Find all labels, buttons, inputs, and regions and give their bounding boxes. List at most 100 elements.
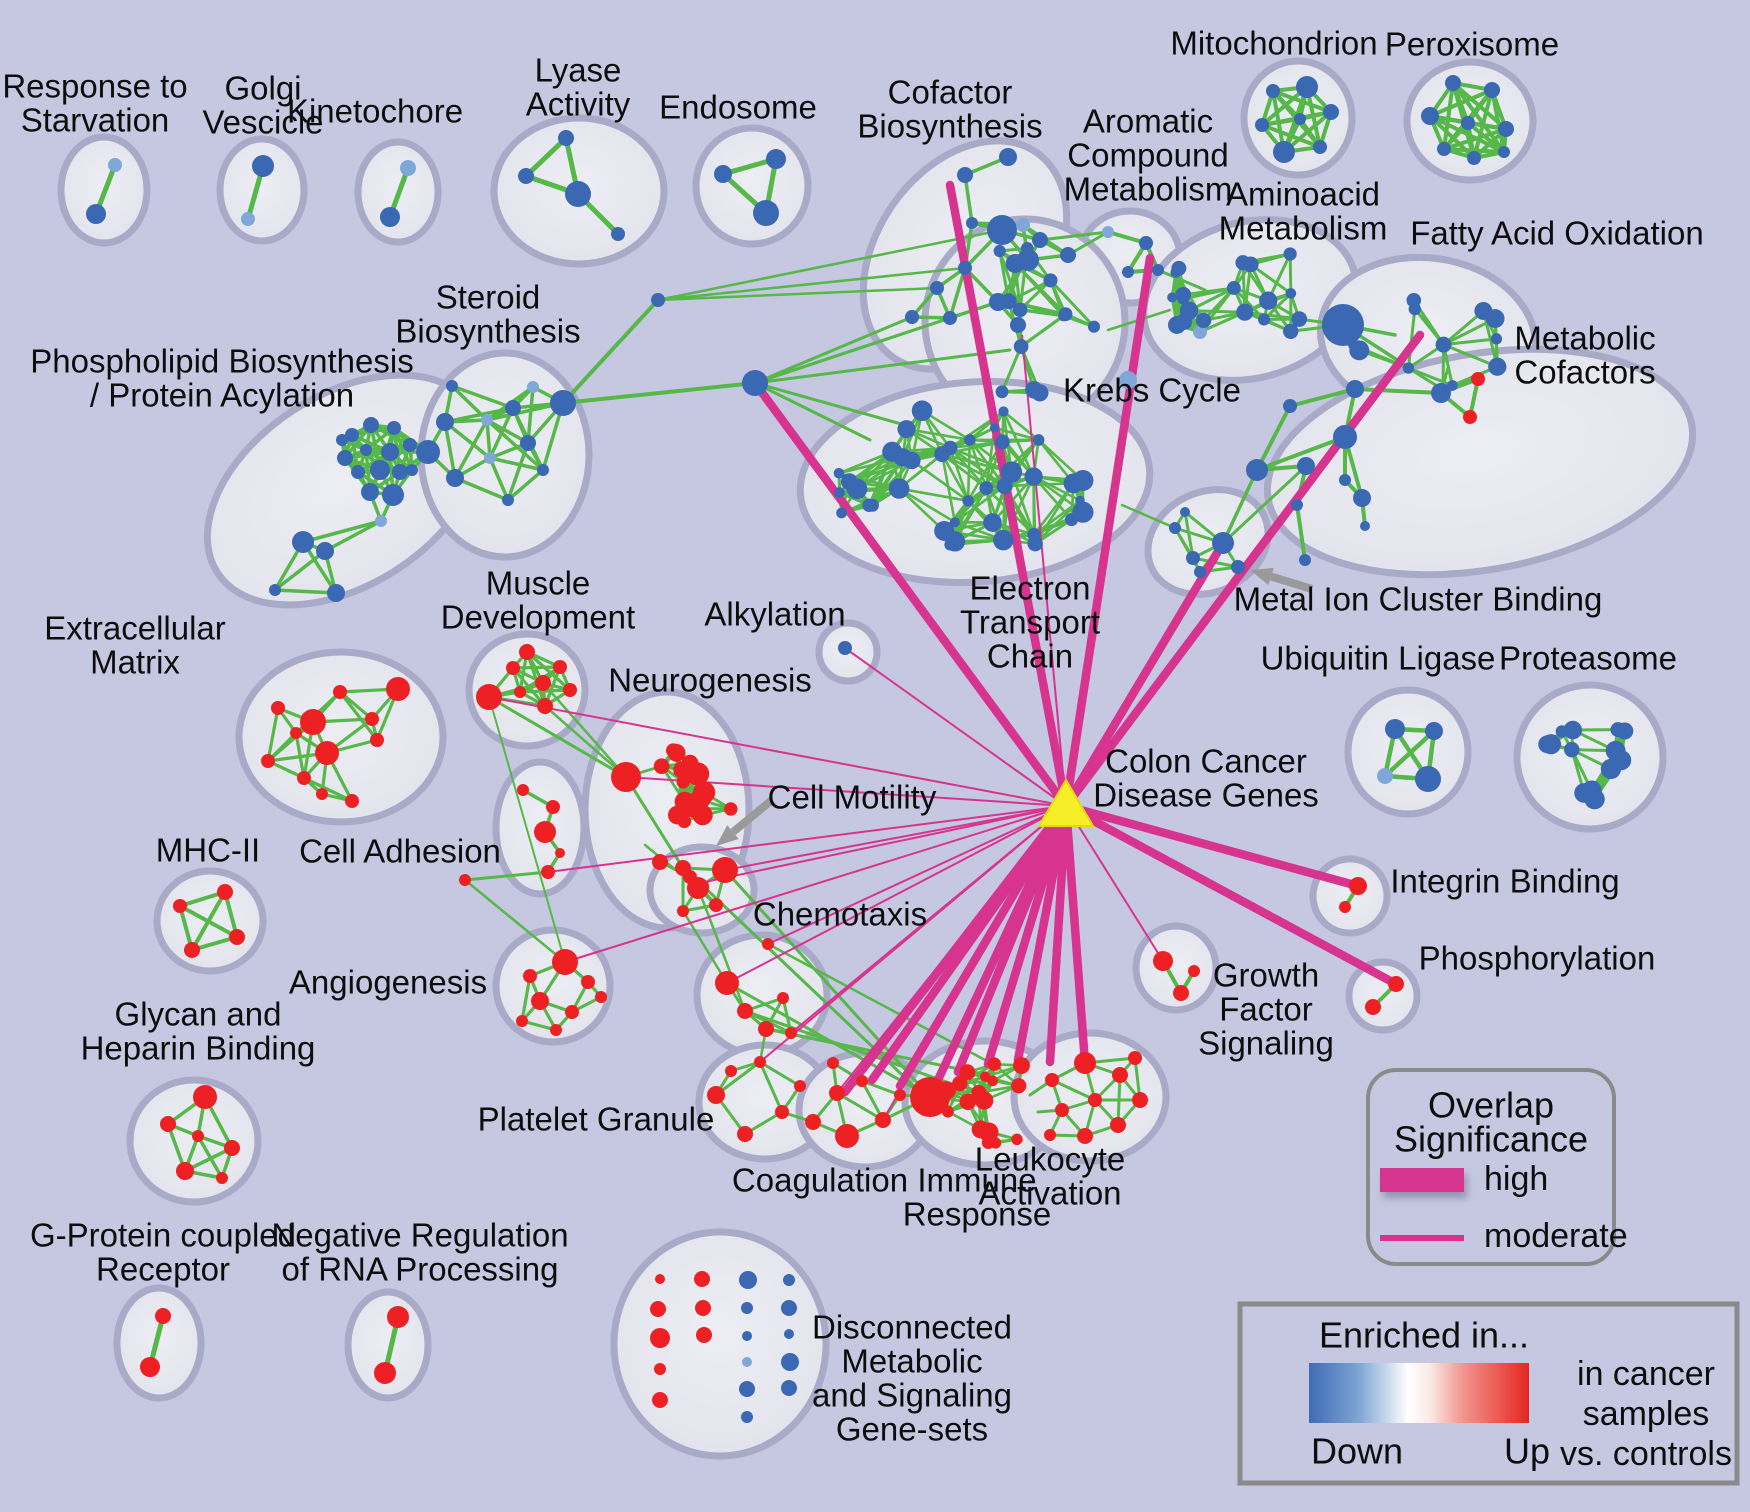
- gene-set-node-chemotaxis: [715, 971, 739, 995]
- enriched-legend-side-label: in cancer: [1577, 1355, 1715, 1393]
- gene-set-node-immune-response: [987, 1076, 998, 1087]
- response-to-starvation-label: Response to: [2, 68, 187, 105]
- gene-set-node-fatty-acid-oxidation: [1436, 337, 1452, 353]
- gene-set-node-growth-factor-signaling: [1173, 985, 1189, 1001]
- gene-set-node-leukocyte-activation: [1110, 1117, 1126, 1133]
- gene-set-node-steroid-biosynthesis: [527, 381, 539, 393]
- overlap-edge-high: [1066, 806, 1358, 886]
- glycan-heparin-binding-label: Glycan and: [115, 996, 282, 1033]
- aromatic-compound-metabolism-label: Metabolism: [1064, 171, 1233, 208]
- growth-factor-signaling-label: Growth: [1213, 957, 1319, 994]
- enriched-legend-side-label: samples: [1583, 1395, 1710, 1433]
- gene-set-node-neurogenesis: [611, 762, 641, 792]
- gene-set-node-electron-transport-chain: [847, 478, 868, 499]
- muscle-development-label: Development: [441, 599, 635, 636]
- g-protein-coupled-receptor-label: G-Protein coupled: [30, 1217, 296, 1254]
- gene-set-node-response-to-starvation: [108, 158, 122, 172]
- gene-set-node-ubiquitin-ligase: [1377, 768, 1393, 784]
- gene-set-node-mitochondrion: [1296, 76, 1318, 98]
- gene-set-node-muscle-development: [553, 660, 567, 674]
- gene-set-node-aminoacid-metabolism: [1235, 255, 1250, 270]
- gene-set-node-disconnected-gene-sets: [742, 1331, 752, 1341]
- gene-set-node-mitochondrion: [1323, 104, 1339, 120]
- gene-set-node-negative-regulation-rna-processing: [374, 1362, 396, 1384]
- steroid-biosynthesis-label: Biosynthesis: [395, 313, 580, 350]
- gene-set-node-proteasome: [1564, 742, 1579, 757]
- gene-set-node-phospholipid-biosynthesis: [375, 515, 387, 527]
- gene-set-node-leukocyte-activation: [1074, 1052, 1096, 1074]
- gene-set-node-leukocyte-activation: [1044, 1129, 1056, 1141]
- gene-set-node-metabolic-cofactors: [1339, 474, 1351, 486]
- gene-set-node-angiogenesis: [581, 975, 595, 989]
- gene-set-node-lyase-activity: [565, 181, 591, 207]
- colon-cancer-disease-genes-hub-label: Colon Cancer: [1105, 743, 1307, 780]
- extracellular-matrix-label: Matrix: [90, 644, 180, 681]
- gene-set-node-aromatic-compound-metabolism: [1139, 236, 1153, 250]
- overlap-legend-high-label: high: [1484, 1160, 1548, 1198]
- gene-set-node-metal-ion-cluster-binding: [1194, 566, 1206, 578]
- gene-set-node-cofactor-biosynthesis: [943, 311, 957, 325]
- gene-set-node-aminoacid-metabolism: [1284, 247, 1297, 260]
- gene-set-node-fatty-acid-oxidation: [1349, 340, 1369, 360]
- gene-set-node-metabolic-cofactors: [1431, 383, 1451, 403]
- coagulation-label: Coagulation: [732, 1162, 908, 1199]
- gene-set-node-chemotaxis: [758, 1021, 774, 1037]
- gene-set-node-bridge: [651, 293, 665, 307]
- gene-set-node-disconnected-gene-sets: [741, 1302, 753, 1314]
- gene-set-node-neurogenesis: [654, 758, 670, 774]
- gene-set-node-lyase-activity: [558, 130, 574, 146]
- gene-set-node-electron-transport-chain: [1065, 513, 1078, 526]
- edge-green-muscle-development: [513, 667, 560, 668]
- gene-set-node-chemotaxis: [737, 1003, 753, 1019]
- gene-set-node-cofactor-biosynthesis: [958, 261, 972, 275]
- gene-set-node-electron-transport-chain: [889, 478, 909, 498]
- gene-set-node-extracellular-matrix: [261, 754, 275, 768]
- gene-set-node-electron-transport-chain: [1001, 461, 1022, 482]
- gene-set-node-fatty-acid-oxidation: [1335, 320, 1354, 339]
- gene-set-node-aromatic-compound-metabolism: [1102, 226, 1114, 238]
- endosome-label: Endosome: [659, 89, 817, 126]
- steroid-biosynthesis-label: Steroid: [436, 279, 541, 316]
- gene-set-node-alkylation: [838, 641, 852, 655]
- gene-set-node-muscle-development: [476, 684, 502, 710]
- cluster-ellipse-golgi-vescicle: [220, 139, 304, 241]
- platelet-granule-label: Platelet Granule: [478, 1101, 715, 1138]
- gene-set-node-muscle-development: [535, 675, 551, 691]
- gene-set-node-disconnected-gene-sets: [652, 1392, 668, 1408]
- gene-set-node-metal-ion-cluster-binding: [1212, 532, 1234, 554]
- gene-set-node-mitochondrion: [1266, 84, 1280, 98]
- gene-set-node-coagulation: [829, 1085, 845, 1101]
- gene-set-node-metabolic-cofactors: [1360, 521, 1370, 531]
- gene-set-node-chemotaxis: [777, 992, 789, 1004]
- gene-set-node-phospholipid-biosynthesis: [403, 438, 417, 452]
- gene-set-node-platelet-granule: [775, 1105, 789, 1119]
- enriched-legend-side-label: vs. controls: [1560, 1435, 1732, 1473]
- gene-set-node-proteasome: [1541, 734, 1561, 754]
- gene-set-node-krebs-cycle: [1059, 307, 1073, 321]
- gene-set-node-krebs-cycle: [1043, 273, 1057, 287]
- gene-set-node-steroid-biosynthesis: [537, 464, 549, 476]
- gene-set-node-angiogenesis: [550, 1024, 562, 1036]
- gene-set-node-coagulation: [805, 1114, 821, 1130]
- metabolic-cofactors-label: Metabolic: [1514, 320, 1655, 357]
- gene-set-node-leukocyte-activation: [1088, 1093, 1102, 1107]
- gene-set-node-aminoacid-metabolism: [1283, 324, 1298, 339]
- gene-set-node-aminoacid-metabolism: [1258, 313, 1270, 325]
- gene-set-node-disconnected-gene-sets: [739, 1381, 755, 1397]
- gene-set-node-immune-response: [987, 1057, 1001, 1071]
- gene-set-node-steroid-biosynthesis: [502, 494, 514, 506]
- gene-set-node-integrin-binding: [1339, 901, 1351, 913]
- growth-factor-signaling-label: Factor: [1219, 991, 1313, 1028]
- phospholipid-biosynthesis-label: / Protein Acylation: [90, 377, 354, 414]
- gene-set-node-response-to-starvation: [86, 204, 106, 224]
- gene-set-node-chemotaxis: [785, 1027, 797, 1039]
- gene-set-node-extracellular-matrix: [345, 794, 359, 808]
- gene-set-node-coagulation: [827, 1057, 839, 1069]
- gene-set-node-disconnected-gene-sets: [781, 1300, 797, 1316]
- gene-set-node-cell-motility: [709, 898, 723, 912]
- gene-set-node-peroxisome: [1467, 151, 1481, 165]
- aromatic-compound-metabolism-label: Compound: [1067, 137, 1228, 174]
- gene-set-node-phospholipid-biosynthesis: [337, 450, 353, 466]
- gene-set-node-electron-transport-chain: [990, 423, 999, 432]
- gene-set-node-coagulation: [835, 1124, 859, 1148]
